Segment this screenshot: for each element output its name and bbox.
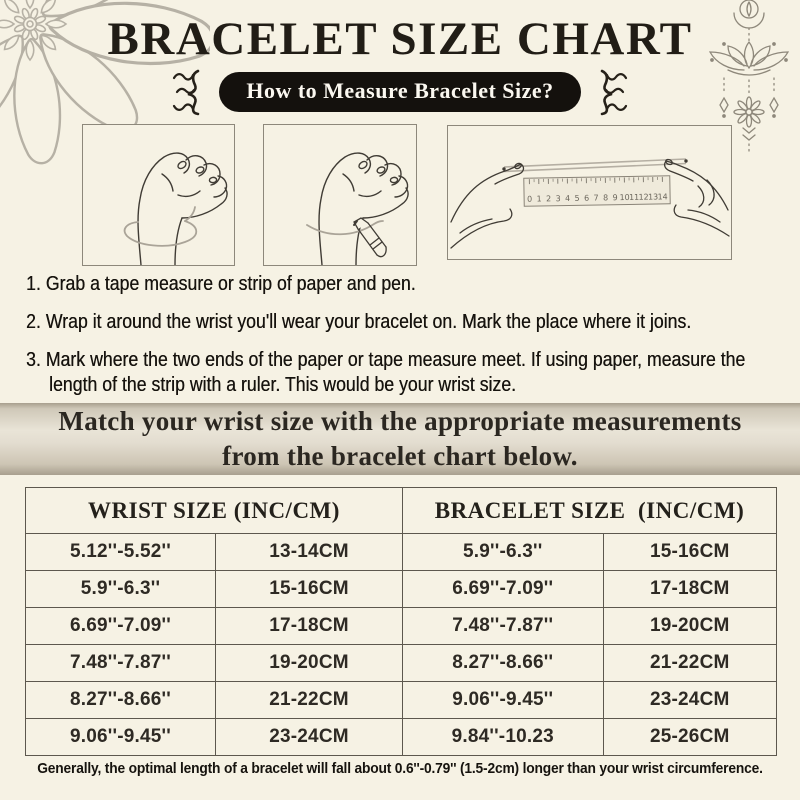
wrist-inch-cell: 5.9''-6.3'' [25, 570, 216, 608]
ruler-number: 14 [657, 192, 667, 201]
size-table: WRIST SIZE (INC/CM) BRACELET SIZE (INC/C… [25, 487, 778, 756]
bracelet-inch-cell: 9.06''-9.45'' [401, 681, 604, 719]
bracelet-inch-cell: 6.69''-7.09'' [401, 570, 604, 608]
bracelet-size-header: BRACELET SIZE (INC/CM) [401, 487, 778, 534]
how-to-measure-badge: How to Measure Bracelet Size? [219, 72, 581, 112]
table-row: 6.69''-7.09'' 17-18CM 7.48''-7.87'' 19-2… [25, 607, 777, 645]
bracelet-cm-cell: 21-22CM [602, 644, 777, 682]
measure-steps-list: 1. Grab a tape measure or strip of paper… [26, 272, 769, 411]
step-item-1: 1. Grab a tape measure or strip of paper… [26, 272, 769, 297]
wrist-inch-cell: 8.27''-8.66'' [25, 681, 216, 719]
illustration-mark-pen [263, 124, 417, 266]
wrist-size-header: WRIST SIZE (INC/CM) [25, 487, 403, 534]
illustration-wrap-tape [82, 124, 235, 266]
ruler-numbers: 0 1 2 3 4 5 6 7 8 9 10 11 12 13 14 [527, 192, 668, 203]
bracelet-inch-cell: 9.84''-10.23 [401, 718, 604, 756]
page-title: BRACELET SIZE CHART [107, 13, 693, 65]
bracelet-inch-cell: 8.27''-8.66'' [401, 644, 604, 682]
step-number: 3. [26, 349, 41, 371]
ruler-number: 10 [619, 193, 629, 202]
ruler-number: 12 [638, 193, 648, 202]
lotus-charm-icon [708, 0, 790, 155]
banner-text: Match your wrist size with the appropria… [58, 405, 742, 471]
wrist-cm-cell: 19-20CM [215, 644, 403, 682]
ruler-number: 13 [648, 192, 658, 201]
ruler-number: 11 [629, 193, 639, 202]
flourish-right-icon [600, 69, 627, 116]
step-number: 1. [26, 273, 41, 295]
ruler-measure-illustration: 0 1 2 3 4 5 6 7 8 9 10 11 12 13 14 [450, 158, 730, 249]
ruler-number: 4 [565, 194, 570, 203]
hand-wrap-illustration [123, 152, 228, 265]
wrist-inch-cell: 7.48''-7.87'' [25, 644, 216, 682]
table-row: 7.48''-7.87'' 19-20CM 8.27''-8.66'' 21-2… [25, 644, 777, 682]
ruler-number: 3 [556, 194, 561, 203]
ruler-number: 0 [527, 195, 532, 204]
table-row: 5.9''-6.3'' 15-16CM 6.69''-7.09'' 17-18C… [25, 570, 777, 608]
wrist-cm-cell: 21-22CM [215, 681, 403, 719]
ruler-number: 5 [575, 194, 580, 203]
mandala-flower-icon [0, 0, 210, 165]
bracelet-cm-cell: 19-20CM [602, 607, 777, 645]
table-row: 5.12''-5.52'' 13-14CM 5.9''-6.3'' 15-16C… [25, 533, 777, 571]
table-row: 9.06''-9.45'' 23-24CM 9.84''-10.23 25-26… [25, 718, 777, 756]
bracelet-cm-cell: 25-26CM [602, 718, 777, 756]
step-text: Grab a tape measure or strip of paper an… [45, 273, 416, 295]
wrist-inch-cell: 9.06''-9.45'' [25, 718, 216, 756]
step-text: Wrap it around the wrist you'll wear you… [45, 311, 692, 333]
step-text: Mark where the two ends of the paper or … [45, 349, 746, 396]
how-to-measure-row: How to Measure Bracelet Size? [0, 68, 800, 116]
wrist-inch-cell: 6.69''-7.09'' [25, 607, 216, 645]
wrist-cm-cell: 15-16CM [215, 570, 403, 608]
ruler-number: 8 [603, 193, 608, 202]
ruler-number: 2 [546, 194, 551, 203]
ruler-number: 9 [612, 193, 617, 202]
footnote: Generally, the optimal length of a brace… [37, 760, 763, 777]
wrist-cm-cell: 13-14CM [215, 533, 403, 571]
ruler-icon: 0 1 2 3 4 5 6 7 8 9 10 11 12 13 14 [523, 175, 671, 207]
match-size-banner: Match your wrist size with the appropria… [0, 403, 800, 475]
ruler-number: 6 [584, 194, 589, 203]
hand-pen-illustration [306, 152, 409, 265]
wrist-cm-cell: 17-18CM [215, 607, 403, 645]
bracelet-cm-cell: 17-18CM [602, 570, 777, 608]
bracelet-cm-cell: 15-16CM [602, 533, 777, 571]
ruler-number: 1 [537, 194, 542, 203]
flourish-left-icon [173, 69, 200, 116]
step-number: 2. [26, 311, 41, 333]
bracelet-inch-cell: 7.48''-7.87'' [401, 607, 604, 645]
step-item-3: 3. Mark where the two ends of the paper … [26, 348, 769, 398]
wrist-inch-cell: 5.12''-5.52'' [25, 533, 216, 571]
pen-icon [353, 217, 387, 258]
step-item-2: 2. Wrap it around the wrist you'll wear … [26, 310, 769, 335]
ruler-number: 7 [593, 193, 598, 202]
bracelet-inch-cell: 5.9''-6.3'' [401, 533, 604, 571]
table-row: 8.27''-8.66'' 21-22CM 9.06''-9.45'' 23-2… [25, 681, 777, 719]
bracelet-cm-cell: 23-24CM [602, 681, 777, 719]
illustration-ruler-measure: 0 1 2 3 4 5 6 7 8 9 10 11 12 13 14 [447, 125, 732, 260]
wrist-cm-cell: 23-24CM [215, 718, 403, 756]
table-header-row: WRIST SIZE (INC/CM) BRACELET SIZE (INC/C… [25, 487, 778, 534]
